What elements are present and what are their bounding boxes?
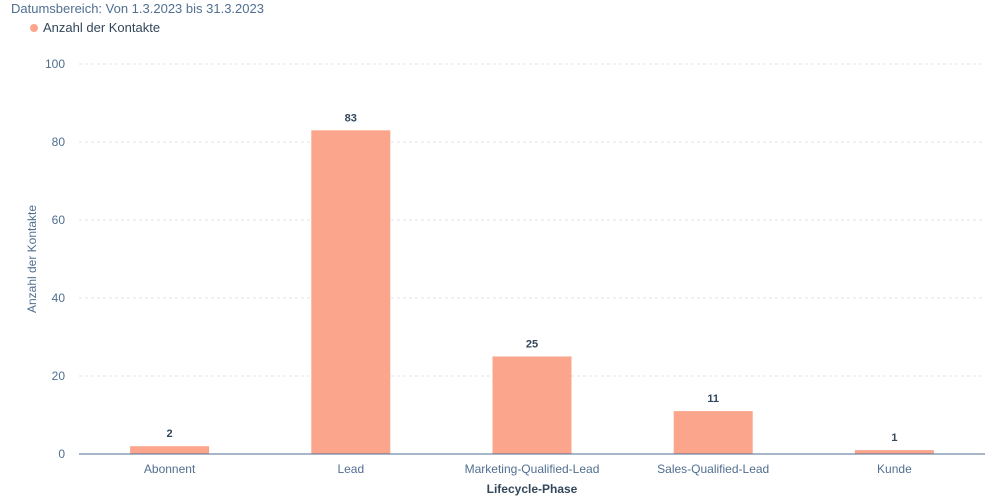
legend-label: Anzahl der Kontakte [43,20,161,35]
x-axis-title: Lifecycle-Phase [487,482,578,496]
x-axis-ticks: Abonnent Lead Marketing-Qualified-Lead Sale… [144,462,912,476]
x-tick-label: Kunde [877,462,912,476]
legend-swatch-icon [30,23,38,32]
data-label: 2 [167,428,173,440]
y-tick-label: 40 [52,291,66,305]
x-tick-label: Abonnent [144,462,196,476]
bar-kunde[interactable] [854,450,934,454]
y-tick-label: 0 [58,447,65,461]
data-label: 11 [707,393,719,405]
data-label: 25 [526,339,538,351]
date-range-subtitle: Datumsbereich: Von 1.3.2023 bis 31.3.202… [11,1,264,16]
y-tick-label: 20 [52,369,66,383]
y-tick-label: 100 [45,57,65,71]
y-tick-label: 60 [52,213,66,227]
bar-sales-qualified-lead[interactable] [673,411,753,454]
bar-abonnent[interactable] [130,446,210,454]
grid-lines [79,63,985,377]
bar-lead[interactable] [311,130,391,455]
y-axis-ticks: 0 20 40 60 80 100 [45,57,65,461]
x-tick-label: Lead [337,462,364,476]
data-label: 1 [891,432,897,444]
bar-marketing-qualified-lead[interactable] [492,356,572,455]
y-axis-title: Anzahl der Kontakte [25,205,39,313]
data-label: 83 [345,112,357,124]
chart-legend[interactable]: Anzahl der Kontakte [30,20,160,35]
y-tick-label: 80 [52,135,66,149]
x-tick-label: Marketing-Qualified-Lead [465,462,600,476]
x-tick-label: Sales-Qualified-Lead [657,462,769,476]
